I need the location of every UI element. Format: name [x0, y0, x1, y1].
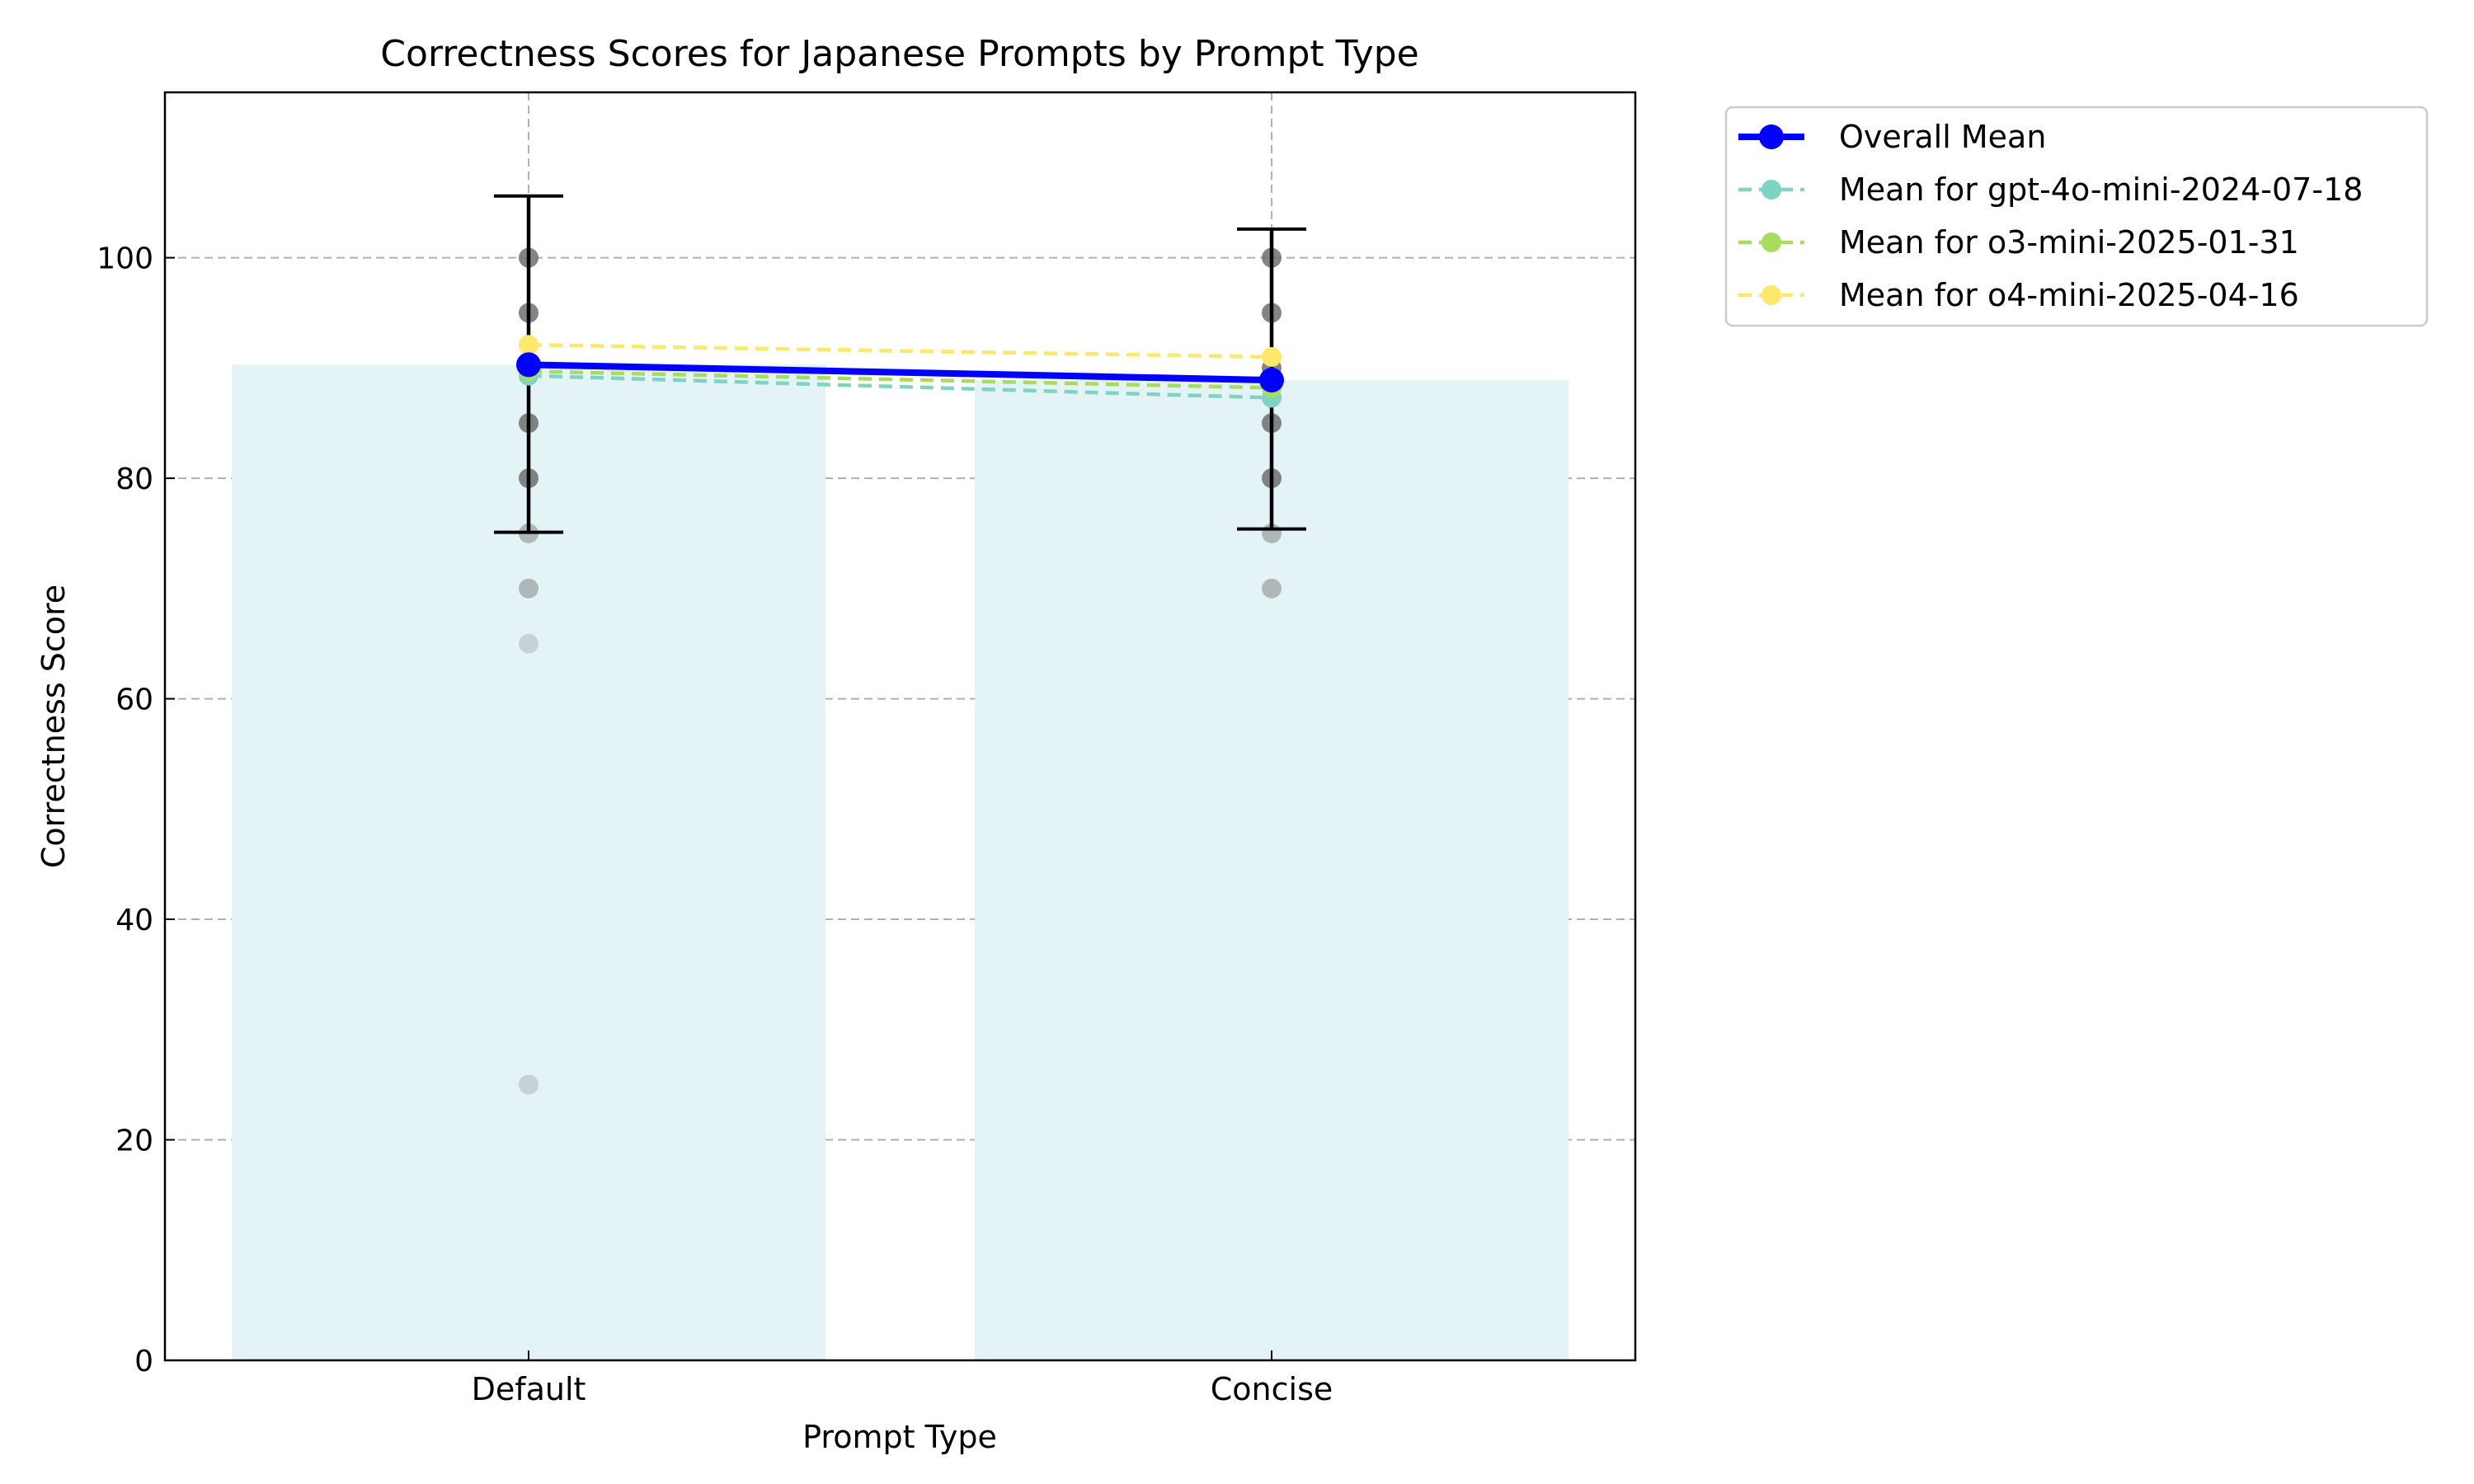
- x-tick-label: Concise: [1211, 1371, 1333, 1407]
- chart-title: Correctness Scores for Japanese Prompts …: [380, 33, 1418, 75]
- y-tick-label: 40: [115, 904, 153, 937]
- legend-marker: [1761, 285, 1781, 305]
- legend-frame: [1724, 106, 2429, 327]
- legend-label: Mean for gpt-4o-mini-2024-07-18: [1839, 171, 2363, 208]
- series-point: [1259, 368, 1284, 393]
- legend-marker: [1761, 180, 1781, 200]
- legend-label: Mean for o3-mini-2025-01-31: [1839, 224, 2299, 261]
- score-point: [519, 1074, 539, 1095]
- series-line: [528, 343, 1272, 359]
- legend-marker: [1761, 232, 1781, 252]
- legend-marker: [1759, 124, 1784, 149]
- y-tick-label: 80: [115, 463, 153, 496]
- plot-frame: [163, 91, 1637, 1362]
- series-line: [528, 373, 1272, 400]
- axes: 0 20 40 60 80 100 Default Concise: [96, 242, 1333, 1407]
- series-point: [519, 335, 539, 355]
- series-point: [516, 352, 541, 378]
- bar: [975, 380, 1569, 1361]
- legend: Overall Mean Mean for gpt-4o-mini-2024-07…: [1724, 106, 2429, 327]
- y-axis-label: Correctness Score: [35, 585, 72, 868]
- mean-series: [516, 335, 1284, 408]
- y-tick-label: 100: [96, 242, 153, 276]
- series-line: [528, 361, 1272, 384]
- legend-label: Mean for o4-mini-2025-04-16: [1839, 277, 2299, 313]
- y-tick-label: 60: [115, 683, 153, 717]
- y-tick-label: 0: [134, 1345, 153, 1378]
- series-point: [1262, 346, 1282, 367]
- y-tick-label: 20: [115, 1125, 153, 1158]
- score-point: [1262, 578, 1282, 599]
- score-point: [519, 633, 539, 654]
- x-tick-label: Default: [472, 1371, 586, 1407]
- bars: [232, 364, 1569, 1361]
- x-axis-label: Prompt Type: [802, 1419, 997, 1455]
- legend-label: Overall Mean: [1839, 119, 2046, 155]
- series-line: [528, 369, 1272, 390]
- score-point: [519, 578, 539, 599]
